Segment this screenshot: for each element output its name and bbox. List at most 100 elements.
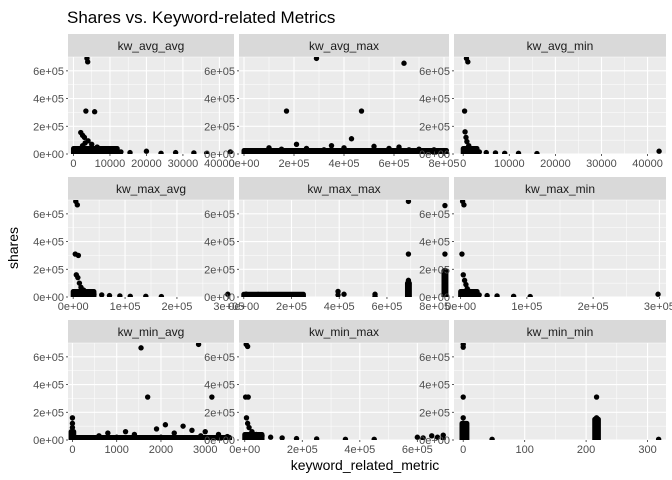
data-point [127,293,133,297]
y-tick-label: 6e+05 [419,209,450,221]
x-tick-label: 3000 [193,444,217,456]
data-point [83,108,89,114]
data-point [442,277,448,284]
facet-strip-label: kw_min_avg [118,325,185,339]
data-point [284,293,290,297]
x-tick-label: 0e+00 [229,158,260,170]
data-point [81,134,88,141]
data-point [501,150,508,154]
facet-strip-label: kw_avg_min [527,39,594,53]
x-tick-label: 10000 [95,158,126,170]
data-point [86,290,92,297]
data-point [118,149,124,154]
data-point [441,147,447,154]
data-point [143,148,150,154]
data-point [655,291,661,297]
data-point [442,202,448,209]
data-point [429,433,435,439]
point-layer [458,200,661,297]
data-point [227,149,234,154]
y-tick-label: 2e+05 [33,121,64,133]
y-tick-label: 4e+05 [419,237,450,249]
x-tick-label: 100 [515,444,533,456]
data-point [91,291,97,297]
data-point [461,202,467,208]
data-point [91,109,98,115]
data-point [335,292,341,297]
data-point [465,59,471,65]
x-tick-label: 0 [69,444,75,456]
facet-strip [454,320,666,343]
point-layer [460,57,662,154]
data-point [593,428,600,435]
panel-background [239,200,449,297]
data-point [69,420,76,427]
data-point [144,394,151,400]
data-point [99,292,105,297]
data-point [249,428,255,435]
dense-point-cluster [69,435,233,440]
data-point [89,141,95,147]
y-tick-label: 0e+00 [33,435,64,447]
facet-strip [454,177,666,200]
data-point [460,420,466,427]
data-point [414,434,421,440]
y-tick-label: 0e+00 [419,435,450,447]
data-point [371,143,377,150]
facet-strip-label: kw_min_min [527,325,594,339]
data-point [341,291,347,297]
y-tick-label: 4e+05 [204,237,235,249]
data-point [158,434,164,440]
x-tick-label: 1000 [104,444,128,456]
y-tick-label: 6e+05 [419,352,450,364]
x-tick-label: 4e+05 [324,301,355,313]
x-tick-label: 8e+05 [429,158,460,170]
x-tick-label: 4e+05 [329,158,360,170]
data-point [105,148,111,154]
data-point [143,293,149,297]
data-point [510,293,517,297]
data-point [172,149,179,154]
facet-strip [68,34,234,57]
y-tick-label: 4e+05 [419,380,450,392]
x-tick-label: 0e+00 [445,301,476,313]
data-point [476,149,483,154]
facet-strip-label: kw_max_min [525,182,595,196]
data-point [291,292,297,297]
facet-strip-label: kw_max_max [307,182,380,196]
point-layer [459,343,662,440]
x-tick-label: 0 [460,158,466,170]
data-point [463,134,469,141]
data-point [593,435,600,440]
data-point [358,108,365,114]
facet-strip-label: kw_avg_max [309,39,379,53]
data-point [243,415,250,421]
facet-panel-kw-max-min: kw_max_min 0e+00 2e+05 4e+05 6e+05 0e+00 1e+05… [419,177,672,313]
data-point [459,251,465,257]
data-point [442,251,448,257]
facet-strip-label: kw_avg_avg [118,39,185,53]
x-tick-label: 0 [460,444,466,456]
data-point [476,292,482,297]
y-tick-label: 0e+00 [419,149,450,161]
data-point [372,293,378,297]
data-point [440,435,446,440]
data-point [279,435,285,440]
data-point [138,345,144,351]
data-point [462,434,469,440]
panel-background [239,343,449,440]
x-tick-label: 20000 [131,158,162,170]
data-point [405,277,412,284]
y-tick-label: 0e+00 [204,149,235,161]
y-tick-label: 4e+05 [33,237,64,249]
data-point [158,293,165,297]
data-point [348,136,355,142]
data-point [461,277,468,284]
data-point [122,428,129,435]
data-point [85,59,91,65]
data-point [460,415,466,421]
x-tick-label: 6e+05 [379,158,410,170]
data-point [298,293,304,297]
